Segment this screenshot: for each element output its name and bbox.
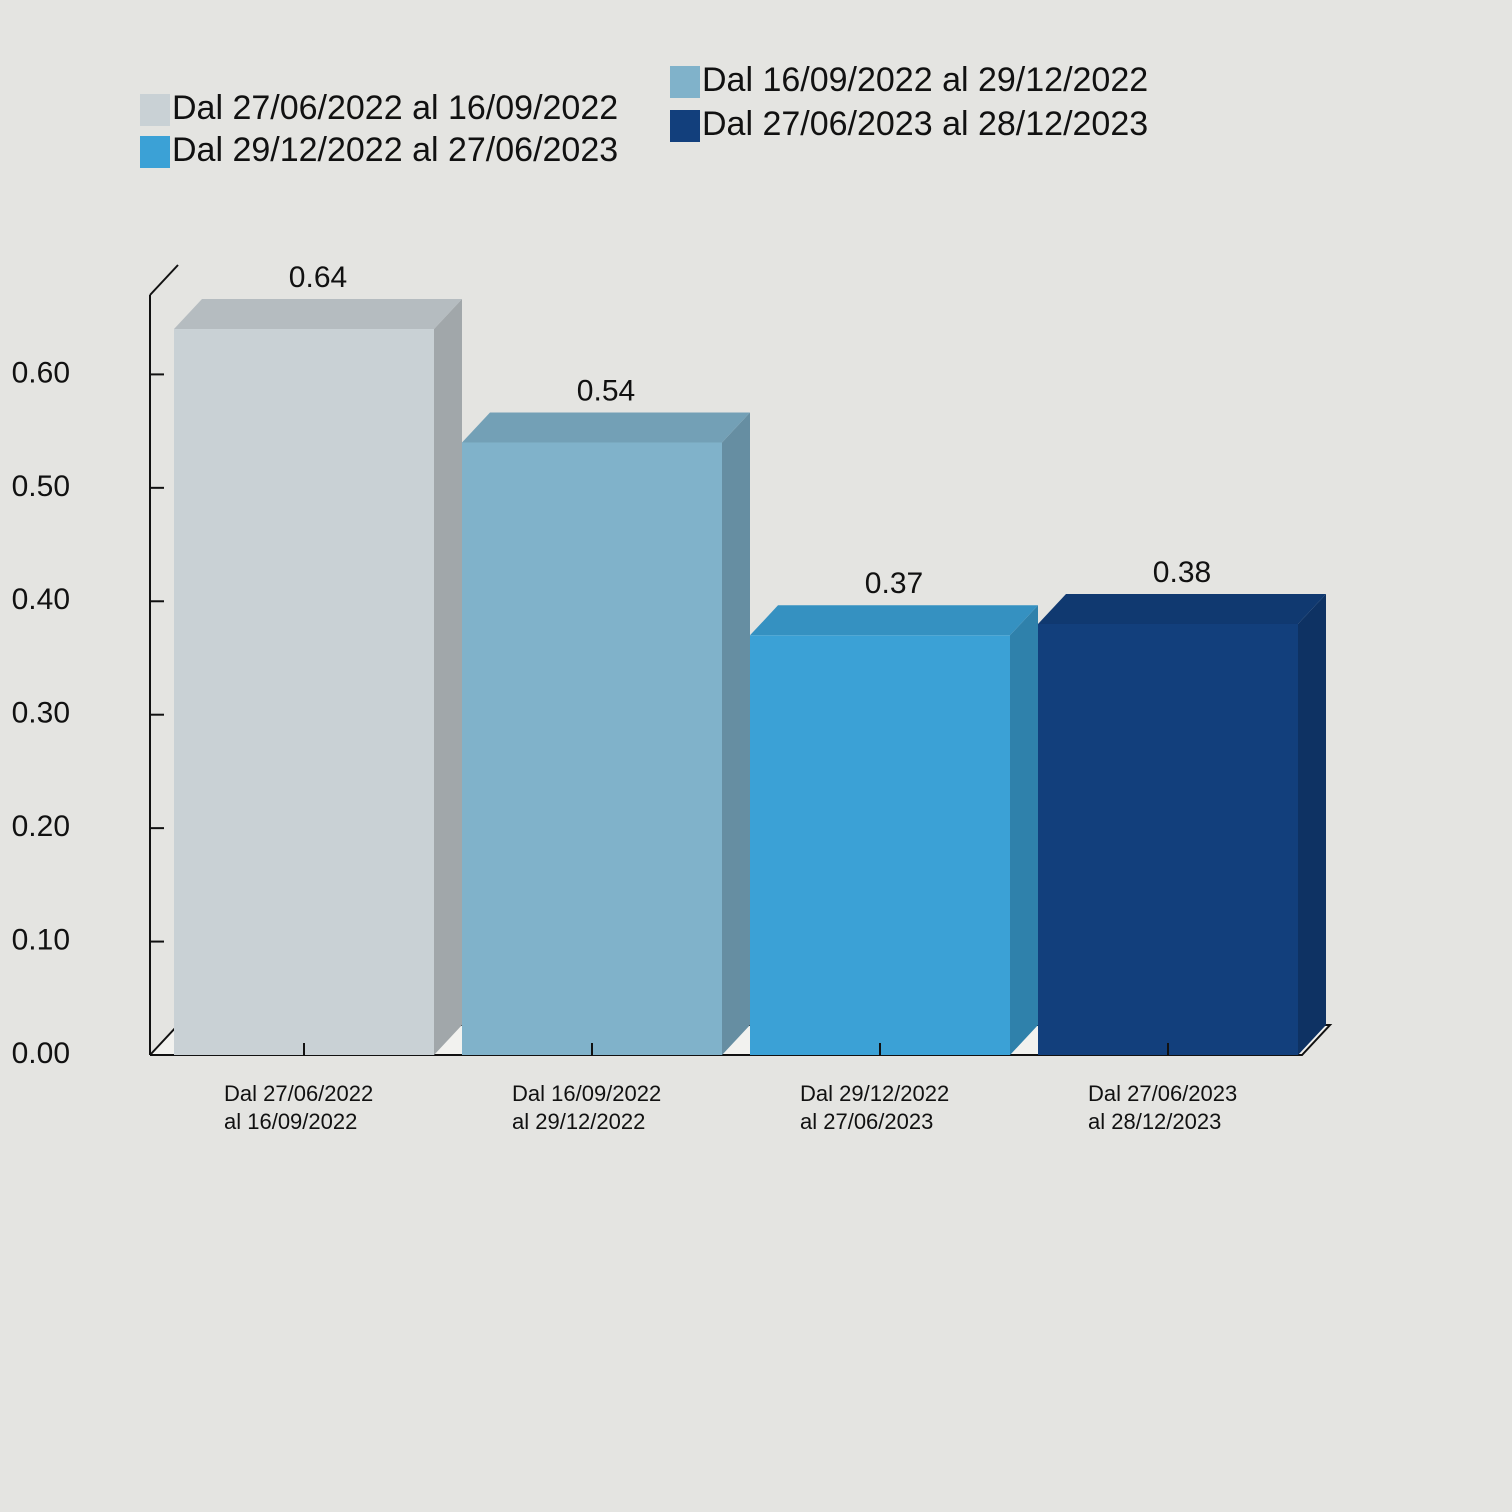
- bar-side: [722, 412, 750, 1056]
- legend-label: Dal 27/06/2022 al 16/09/2022: [172, 89, 618, 127]
- bar-side: [1298, 593, 1326, 1055]
- bar-top: [750, 605, 1038, 636]
- y-tick-label: 0.10: [12, 923, 70, 956]
- bar: [462, 442, 722, 1056]
- x-tick-label: al 28/12/2023: [1088, 1109, 1221, 1134]
- bar-side: [1010, 605, 1038, 1055]
- x-tick-label: al 27/06/2023: [800, 1109, 933, 1134]
- value-label: 0.37: [865, 567, 923, 600]
- x-tick-label: Dal 29/12/2022: [800, 1081, 949, 1106]
- x-tick-label: Dal 27/06/2023: [1088, 1081, 1237, 1106]
- y-tick-label: 0.60: [12, 356, 70, 389]
- legend-label: Dal 29/12/2022 al 27/06/2023: [172, 131, 618, 169]
- y-tick-label: 0.40: [12, 583, 70, 616]
- legend-label: Dal 27/06/2023 al 28/12/2023: [702, 105, 1148, 143]
- legend-swatch: [140, 136, 170, 168]
- value-label: 0.38: [1153, 556, 1211, 589]
- y-tick-label: 0.30: [12, 697, 70, 730]
- bar-top: [174, 299, 462, 330]
- bar: [1038, 623, 1298, 1055]
- x-tick-label: Dal 16/09/2022: [512, 1081, 661, 1106]
- value-label: 0.54: [577, 374, 635, 407]
- x-tick-label: al 29/12/2022: [512, 1109, 645, 1134]
- legend-swatch: [670, 66, 700, 98]
- bar-top: [1038, 593, 1326, 624]
- bar-top: [462, 412, 750, 443]
- y-axis-back: [149, 264, 179, 296]
- bar-side: [434, 299, 462, 1055]
- legend-swatch: [670, 110, 700, 142]
- value-label: 0.64: [289, 261, 347, 294]
- bar: [750, 635, 1010, 1055]
- legend-label: Dal 16/09/2022 al 29/12/2022: [702, 61, 1148, 99]
- y-tick-label: 0.20: [12, 810, 70, 843]
- y-tick-label: 0.00: [12, 1037, 70, 1070]
- x-tick-label: al 16/09/2022: [224, 1109, 357, 1134]
- y-tick-label: 0.50: [12, 470, 70, 503]
- x-tick-label: Dal 27/06/2022: [224, 1081, 373, 1106]
- legend-swatch: [140, 94, 170, 126]
- bar: [174, 329, 434, 1055]
